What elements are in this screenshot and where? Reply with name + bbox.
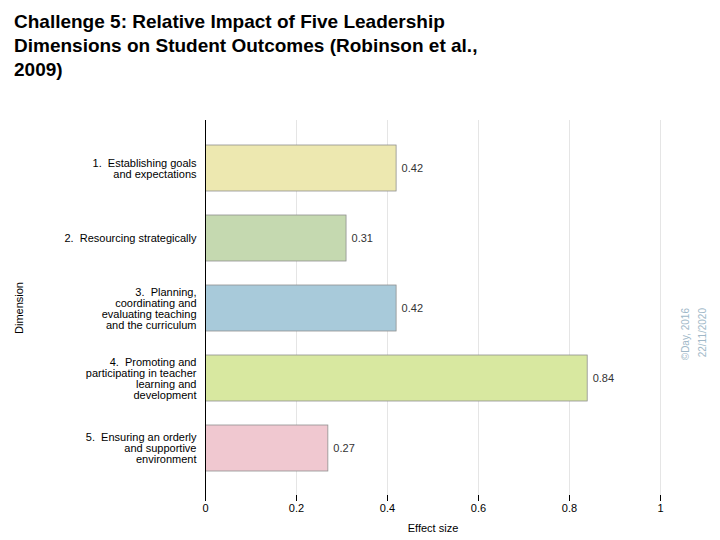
svg-text:0.2: 0.2 (289, 502, 304, 514)
svg-text:1. Establishing goalsand expe: 1. Establishing goalsand expectations (93, 157, 197, 180)
svg-text:22/11/2020: 22/11/2020 (697, 308, 708, 358)
svg-text:Effect size: Effect size (408, 522, 459, 534)
svg-text:0.8: 0.8 (562, 502, 577, 514)
svg-text:0.4: 0.4 (380, 502, 395, 514)
html-text:Challenge 5: Relative Impact o: Challenge 5: Relative Impact of Five Lea… (14, 11, 478, 80)
svg-text:0.27: 0.27 (333, 442, 354, 454)
svg-text:0.31: 0.31 (352, 232, 373, 244)
svg-text:©Day, 2016: ©Day, 2016 (680, 308, 691, 361)
svg-text:0.6: 0.6 (471, 502, 486, 514)
svg-text:2. Resourcing strategically: 2. Resourcing strategically (64, 232, 197, 244)
svg-text:5. Ensuring an orderlyand sup: 5. Ensuring an orderlyand supportiveenvi… (86, 431, 197, 465)
svg-text:0.42: 0.42 (402, 162, 423, 174)
svg-text:3. Planning,coordinating ande: 3. Planning,coordinating andevaluating t… (102, 286, 197, 331)
svg-text:Dimension: Dimension (13, 282, 25, 334)
svg-text:0.84: 0.84 (593, 372, 614, 384)
svg-text:0: 0 (202, 502, 208, 514)
svg-text:1: 1 (657, 502, 663, 514)
svg-text:0.42: 0.42 (402, 302, 423, 314)
svg-text:4. Promoting andparticipating: 4. Promoting andparticipating in teacher… (86, 356, 197, 401)
